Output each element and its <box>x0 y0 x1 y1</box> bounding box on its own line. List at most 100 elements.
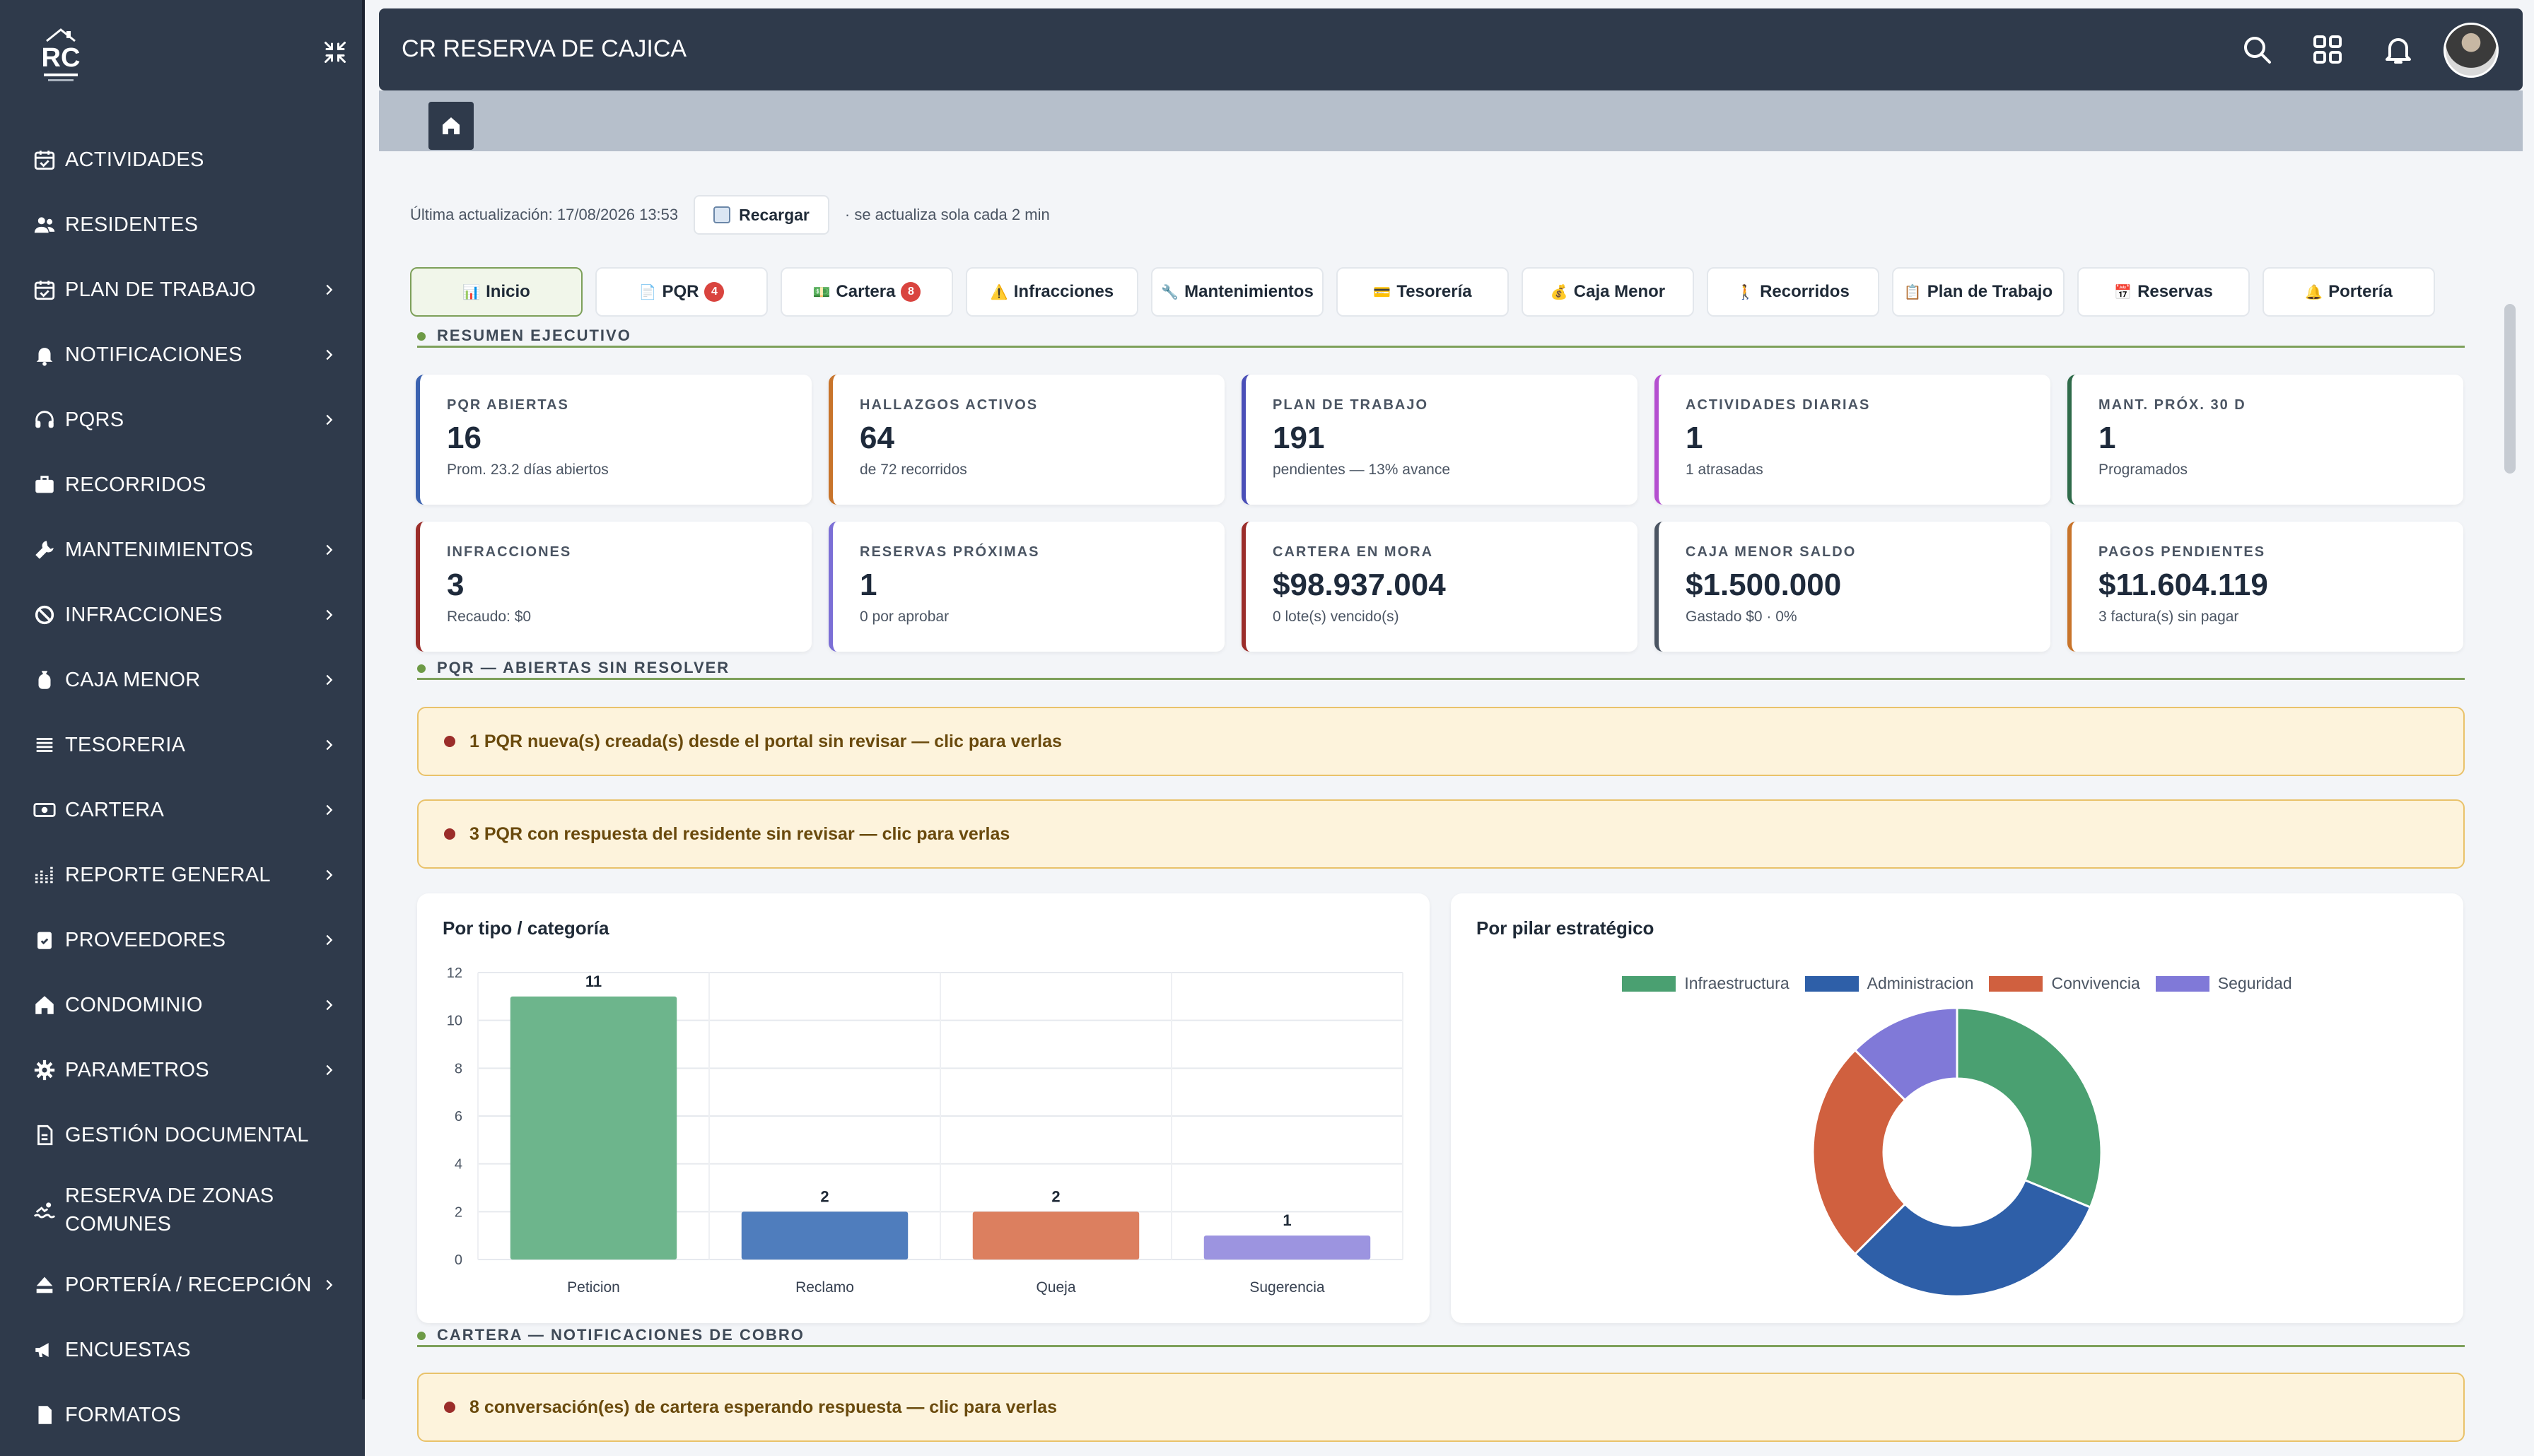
bar-queja <box>972 1211 1140 1260</box>
sidebar-item-condominio[interactable]: CONDOMINIO <box>0 973 365 1038</box>
sidebar-item-plan-de-trabajo[interactable]: PLAN DE TRABAJO <box>0 257 365 322</box>
apps-grid-icon[interactable] <box>2311 33 2345 66</box>
sidebar-item-reporte-general[interactable]: REPORTE GENERAL <box>0 843 365 908</box>
sidebar-item-caja-menor[interactable]: CAJA MENOR <box>0 647 365 712</box>
tab-portería[interactable]: 🔔 Portería <box>2262 267 2435 317</box>
sidebar-item-label: CONDOMINIO <box>65 994 203 1016</box>
kpi-sub: de 72 recorridos <box>860 462 967 478</box>
chevron-right-icon <box>326 999 333 1011</box>
x-tick-label: Reclamo <box>795 1279 854 1296</box>
sidebar-item-label: PLAN DE TRABAJO <box>65 278 256 301</box>
chevron-right-icon <box>326 544 333 556</box>
kpi-card-caja-menor-saldo[interactable]: CAJA MENOR SALDO $1.500.000 Gastado $0 · 0… <box>1654 522 2050 652</box>
alert-pqr-response[interactable]: 3 PQR con respuesta del residente sin re… <box>417 799 2465 869</box>
slice-infraestructura[interactable] <box>1956 1006 2103 1209</box>
sidebar-item-label: CARTERA <box>65 799 165 821</box>
kpi-value: $98.937.004 <box>1273 568 1446 602</box>
dashboard-tabs: 📊 Inicio 📄 PQR 4 💵 Cartera 8 ⚠️ Infracciones 🔧 Mant… <box>410 267 2435 317</box>
kpi-label: CARTERA EN MORA <box>1273 544 1434 560</box>
alert-pqr-new[interactable]: 1 PQR nueva(s) creada(s) desde el portal… <box>417 707 2465 776</box>
sidebar-item-infracciones[interactable]: INFRACCIONES <box>0 582 365 647</box>
sidebar-item-gestión-documental[interactable]: GESTIÓN DOCUMENTAL <box>0 1103 365 1168</box>
sidebar-item-recorridos[interactable]: RECORRIDOS <box>0 452 365 517</box>
y-tick-label: 0 <box>455 1252 462 1268</box>
sidebar-item-formatos[interactable]: FORMATOS <box>0 1382 365 1448</box>
sidebar-item-proveedores[interactable]: PROVEEDORES <box>0 908 365 973</box>
alert-dot <box>444 828 455 840</box>
reload-button[interactable]: Recargar <box>694 195 829 235</box>
section-resumen-ejecutivo: RESUMEN EJECUTIVO <box>417 327 2465 348</box>
sidebar-item-encuestas[interactable]: ENCUESTAS <box>0 1317 365 1382</box>
legend-item[interactable]: Convivencia <box>1989 974 2140 993</box>
chart-card-pilar: Por pilar estratégico Infraestructura Adm… <box>1451 893 2463 1323</box>
tab-caja-menor[interactable]: 💰 Caja Menor <box>1522 267 1694 317</box>
sidebar-item-label: PQRS <box>65 409 124 431</box>
kpi-card-plan-de-trabajo[interactable]: PLAN DE TRABAJO 191 pendientes — 13% avanc… <box>1242 375 1637 505</box>
sidebar-item-actividades[interactable]: ACTIVIDADES <box>0 127 365 192</box>
chart-title: Por tipo / categoría <box>443 917 609 939</box>
sidebar-item-cartera[interactable]: CARTERA <box>0 777 365 843</box>
kpi-card-mant-próx-30-d[interactable]: MANT. PRÓX. 30 D 1 Programados <box>2067 375 2463 505</box>
legend-item[interactable]: Infraestructura <box>1622 974 1789 993</box>
tab-reservas[interactable]: 📅 Reservas <box>2077 267 2250 317</box>
tab-mantenimientos[interactable]: 🔧 Mantenimientos <box>1151 267 1324 317</box>
collapse-sidebar-icon[interactable] <box>322 40 348 65</box>
sidebar-item-reserva-de-zonas-comunes[interactable]: RESERVA DE ZONAS COMUNES <box>0 1168 365 1252</box>
count-badge: 4 <box>704 282 725 302</box>
sidebar-item-parametros[interactable]: PARAMETROS <box>0 1038 365 1103</box>
sidebar-nav: ACTIVIDADES RESIDENTES PLAN DE TRABAJO NOTI… <box>0 127 365 1448</box>
tab-cartera[interactable]: 💵 Cartera 8 <box>781 267 953 317</box>
sidebar-scrollbar[interactable] <box>362 0 365 1399</box>
kpi-card-reservas-próximas[interactable]: RESERVAS PRÓXIMAS 1 0 por aprobar <box>829 522 1225 652</box>
tab-tesorería[interactable]: 💳 Tesorería <box>1336 267 1509 317</box>
chevron-right-icon <box>326 609 333 621</box>
chevron-right-icon <box>326 1064 333 1076</box>
sidebar-item-notificaciones[interactable]: NOTIFICACIONES <box>0 322 365 387</box>
slice-convivencia[interactable] <box>1811 1048 1907 1256</box>
section-pqr: PQR — ABIERTAS SIN RESOLVER <box>417 659 2465 680</box>
data-label: 11 <box>585 973 602 990</box>
user-avatar[interactable] <box>2444 23 2499 78</box>
kpi-card-pqr-abiertas[interactable]: PQR ABIERTAS 16 Prom. 23.2 días abiertos <box>416 375 812 505</box>
home-button[interactable] <box>428 102 474 150</box>
money-bill-icon <box>33 803 56 817</box>
sidebar-item-mantenimientos[interactable]: MANTENIMIENTOS <box>0 517 365 582</box>
kpi-card-hallazgos-activos[interactable]: HALLAZGOS ACTIVOS 64 de 72 recorridos <box>829 375 1225 505</box>
data-label: 2 <box>820 1187 829 1205</box>
slice-administracion[interactable] <box>1853 1178 2092 1298</box>
kpi-value: 3 <box>447 568 465 602</box>
legend-item[interactable]: Administracion <box>1804 974 1973 993</box>
tab-inicio[interactable]: 📊 Inicio <box>410 267 583 317</box>
kpi-label: CAJA MENOR SALDO <box>1686 544 1857 560</box>
kpi-card-cartera-en-mora[interactable]: CARTERA EN MORA $98.937.004 0 lote(s) venc… <box>1242 522 1637 652</box>
search-icon[interactable] <box>2240 33 2274 66</box>
tab-recorridos[interactable]: 🚶 Recorridos <box>1707 267 1879 317</box>
clipboard-check-icon <box>37 932 52 949</box>
megaphone-icon <box>35 1343 49 1357</box>
sidebar-item-label: PORTERÍA / RECEPCIÓN <box>65 1274 312 1296</box>
tab-label: PQR <box>662 282 699 301</box>
reload-label: Recargar <box>739 205 810 224</box>
kpi-card-pagos-pendientes[interactable]: PAGOS PENDIENTES $11.604.119 3 factura(s) … <box>2067 522 2463 652</box>
legend-item[interactable]: Seguridad <box>2155 974 2292 993</box>
alert-cartera[interactable]: 8 conversación(es) de cartera esperando … <box>417 1373 2465 1442</box>
bell-icon[interactable] <box>2381 33 2415 66</box>
calendar-check-icon <box>34 281 55 300</box>
x-tick-label: Sugerencia <box>1249 1279 1325 1296</box>
slice-seguridad[interactable] <box>1853 1006 1958 1102</box>
tab-label: Cartera <box>836 282 896 301</box>
kpi-card-actividades-diarias[interactable]: ACTIVIDADES DIARIAS 1 1 atrasadas <box>1654 375 2050 505</box>
tab-infracciones[interactable]: ⚠️ Infracciones <box>966 267 1138 317</box>
tab-plan-de-trabajo[interactable]: 📋 Plan de Trabajo <box>1892 267 2065 317</box>
sidebar-item-label: ACTIVIDADES <box>65 148 204 171</box>
sidebar-item-portería-recepción[interactable]: PORTERÍA / RECEPCIÓN <box>0 1252 365 1317</box>
company-logo[interactable]: RC <box>25 20 96 90</box>
main-scrollbar[interactable] <box>2504 304 2516 474</box>
tab-pqr[interactable]: 📄 PQR 4 <box>595 267 768 317</box>
kpi-card-infracciones[interactable]: INFRACCIONES 3 Recaudo: $0 <box>416 522 812 652</box>
sidebar-item-pqrs[interactable]: PQRS <box>0 387 365 452</box>
sidebar-item-residentes[interactable]: RESIDENTES <box>0 192 365 257</box>
alert-text: 1 PQR nueva(s) creada(s) desde el portal… <box>469 731 1062 751</box>
update-status: Última actualización: 17/08/2026 13:53 R… <box>410 195 1050 235</box>
sidebar-item-tesoreria[interactable]: TESORERIA <box>0 712 365 777</box>
